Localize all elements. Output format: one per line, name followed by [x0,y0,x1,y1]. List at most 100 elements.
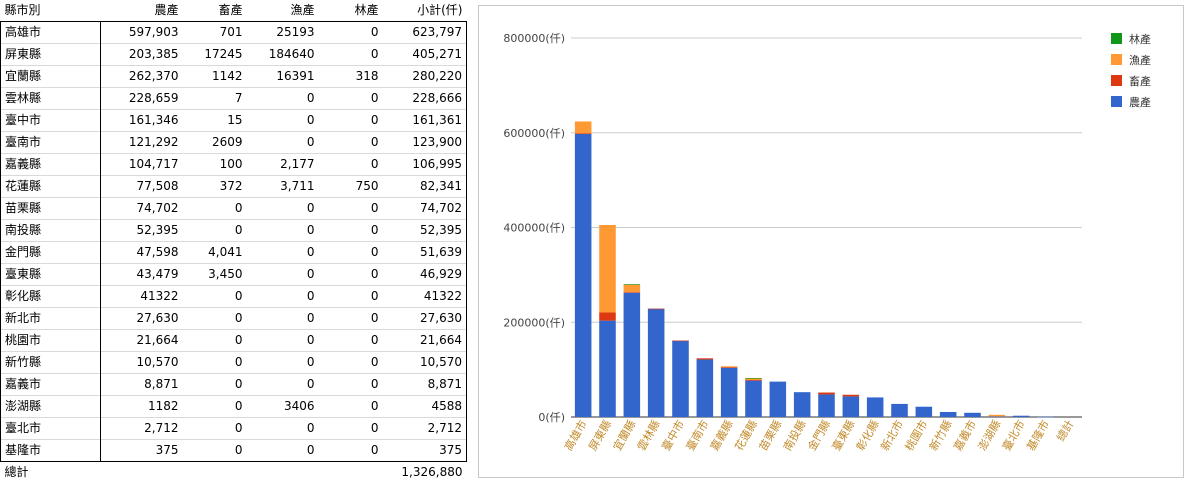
table-row: 澎湖縣 1182 0 3406 0 4588 [1,396,467,418]
table-row: 桃園市 21,664 0 0 0 21,664 [1,330,467,352]
value-cell: 372 [183,176,247,198]
value-cell: 25193 [247,22,319,44]
bar-宜蘭縣-畜產 [624,292,641,293]
x-tick-label: 南投縣 [780,418,809,454]
value-cell: 0 [319,264,383,286]
header-fishery: 漁產 [247,0,319,22]
value-cell: 0 [319,352,383,374]
table-row: 苗栗縣 74,702 0 0 0 74,702 [1,198,467,220]
table-row: 雲林縣 228,659 7 0 0 228,666 [1,88,467,110]
value-cell: 750 [319,176,383,198]
county-cell: 臺南市 [1,132,101,154]
x-tick-label: 宜蘭縣 [610,418,639,454]
x-tick-label: 金門縣 [804,418,833,454]
bar-屏東縣-農產 [599,321,616,417]
bar-臺北市-農產 [1013,416,1030,417]
value-cell: 184640 [247,44,319,66]
x-tick-label: 嘉義市 [950,418,979,454]
value-cell: 318 [319,66,383,88]
value-cell: 0 [319,396,383,418]
value-cell: 27,630 [383,308,467,330]
y-tick-label: 200000(仟) [503,316,565,329]
county-cell: 新北市 [1,308,101,330]
x-tick-label: 臺北市 [999,418,1028,454]
total-label: 總計 [1,462,101,484]
value-cell: 0 [247,286,319,308]
value-cell: 43,479 [101,264,183,286]
value-cell: 27,630 [101,308,183,330]
header-subtotal: 小計(仟) [383,0,467,22]
value-cell: 10,570 [383,352,467,374]
x-tick-label: 臺東縣 [829,418,858,454]
value-cell: 41322 [383,286,467,308]
value-cell: 0 [183,286,247,308]
table-header-row: 縣市別 農產 畜產 漁產 林產 小計(仟) [1,0,467,22]
value-cell: 1142 [183,66,247,88]
county-cell: 雲林縣 [1,88,101,110]
value-cell: 0 [319,418,383,440]
stacked-bar-chart: 0(仟) 200000(仟) 400000(仟) 600000(仟) 800000(仟)… [478,5,1184,478]
table-row: 基隆市 375 0 0 0 375 [1,440,467,462]
county-cell: 基隆市 [1,440,101,462]
table-row: 新竹縣 10,570 0 0 0 10,570 [1,352,467,374]
value-cell: 280,220 [383,66,467,88]
value-cell: 52,395 [101,220,183,242]
bar-雲林縣-畜產 [648,309,665,310]
legend-swatch [1111,75,1122,86]
value-cell: 2609 [183,132,247,154]
value-cell: 100 [183,154,247,176]
bar-臺中市-畜產 [672,341,689,342]
legend-swatch [1111,33,1122,44]
bar-嘉義市-農產 [964,413,981,417]
x-tick-label: 基隆市 [1023,418,1052,454]
legend-label: 農產 [1129,95,1151,109]
x-tick-label: 澎湖縣 [976,418,1004,453]
bar-金門縣-農產 [818,394,835,417]
bar-高雄市-漁產 [575,121,592,133]
value-cell: 3406 [247,396,319,418]
value-cell: 104,717 [101,154,183,176]
value-cell: 2,177 [247,154,319,176]
county-cell: 嘉義市 [1,374,101,396]
value-cell: 0 [319,110,383,132]
value-cell: 0 [247,374,319,396]
bar-新竹縣-農產 [940,412,957,417]
value-cell: 0 [247,264,319,286]
x-tick-label: 苗栗縣 [757,418,785,453]
x-tick-label: 屏東縣 [586,418,614,453]
header-forestry: 林產 [319,0,383,22]
bar-彰化縣-農產 [867,397,884,417]
x-tick-label: 新北市 [877,418,906,454]
value-cell: 375 [383,440,467,462]
bar-高雄市-畜產 [575,133,592,134]
value-cell: 0 [247,110,319,132]
value-cell: 0 [247,352,319,374]
bar-嘉義縣-漁產 [721,366,738,367]
value-cell: 262,370 [101,66,183,88]
value-cell: 7 [183,88,247,110]
value-cell: 0 [183,352,247,374]
value-cell: 3,711 [247,176,319,198]
value-cell: 597,903 [101,22,183,44]
bar-臺南市-畜產 [697,358,714,359]
value-cell: 0 [319,286,383,308]
value-cell: 0 [319,374,383,396]
county-cell: 新竹縣 [1,352,101,374]
value-cell: 0 [183,418,247,440]
bar-金門縣-畜產 [818,393,835,395]
bar-花蓮縣-農產 [745,380,762,417]
value-cell: 0 [183,330,247,352]
county-cell: 南投縣 [1,220,101,242]
value-cell: 0 [247,198,319,220]
table-row: 臺北市 2,712 0 0 0 2,712 [1,418,467,440]
value-cell: 8,871 [101,374,183,396]
value-cell: 0 [319,88,383,110]
bar-南投縣-農產 [794,392,811,417]
bar-屏東縣-漁產 [599,225,616,312]
bar-花蓮縣-林產 [745,378,762,379]
value-cell: 1182 [101,396,183,418]
county-cell: 苗栗縣 [1,198,101,220]
value-cell: 0 [319,154,383,176]
value-cell: 21,664 [383,330,467,352]
bar-嘉義縣-農產 [721,367,738,417]
